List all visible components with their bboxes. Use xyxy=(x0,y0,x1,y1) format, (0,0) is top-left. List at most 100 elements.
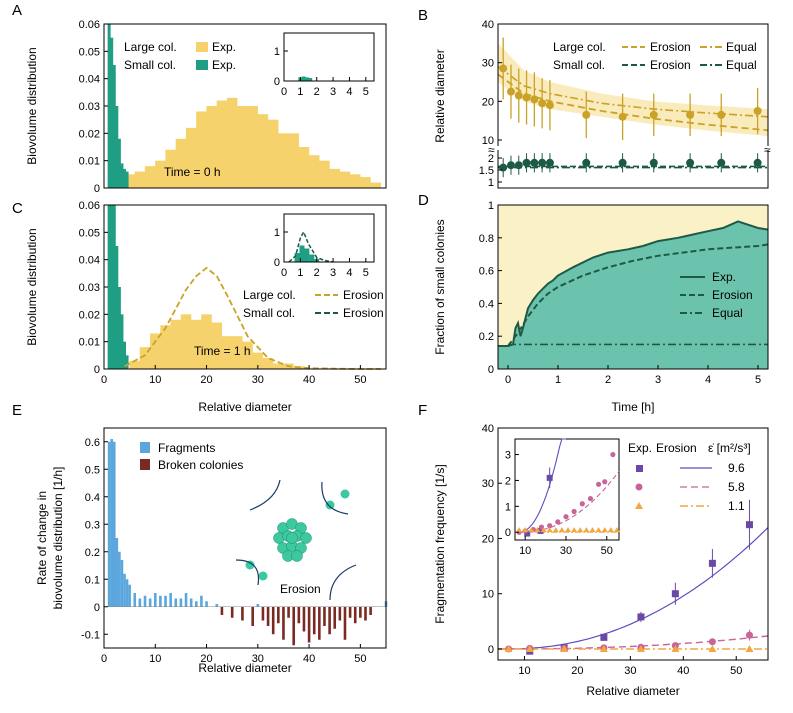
small-point xyxy=(530,158,539,167)
fragment-bar xyxy=(200,595,203,607)
colony-cell xyxy=(291,550,303,562)
panel-b: ≈ ≈10 20 30 40 11.52 Relative diameter Large co… xyxy=(433,19,771,189)
large-point xyxy=(499,64,508,73)
inset-pink-point xyxy=(610,451,616,458)
large-colony-bar xyxy=(196,111,207,188)
d-y-tick-label: 0.6 xyxy=(479,266,494,278)
legend-large-swatch xyxy=(196,42,208,52)
legend-v2: 5.8 xyxy=(728,480,745,494)
large-colony-bar xyxy=(288,133,299,188)
inset-pink-point xyxy=(555,519,561,525)
inset-orange-point xyxy=(613,527,620,533)
b-yb-tick-label: 1.5 xyxy=(479,165,494,177)
f-x-tick-label: 20 xyxy=(571,665,583,677)
inset-pink-point xyxy=(538,524,545,530)
fragment-bar xyxy=(159,595,162,607)
legend-small-label: Small col. xyxy=(243,306,295,320)
legend-small-label: Small col. xyxy=(124,58,176,72)
axis-break-right: ≈ xyxy=(764,143,771,157)
inset-pink-point xyxy=(579,501,585,507)
large-colony-bar xyxy=(267,119,279,188)
e-y-tick-label: 0.5 xyxy=(85,464,100,476)
small-colony-bar xyxy=(110,37,114,188)
small-colony-bar xyxy=(115,106,119,188)
e-ylabel-line2: biovolume distribution [1/h] xyxy=(51,467,65,610)
legend-fragments-swatch xyxy=(140,442,150,453)
e-ylabel-line1: Rate of change in xyxy=(35,491,49,585)
inset-pink-point xyxy=(587,495,594,502)
inset-bar xyxy=(308,78,313,81)
broken-colony-bar xyxy=(302,606,306,632)
legend-exp-label: Exp. xyxy=(628,441,652,455)
legend-erosion-label: Erosion xyxy=(656,441,697,455)
large-point xyxy=(753,107,762,115)
b-y-tick-label: 40 xyxy=(482,19,494,31)
c-x-tick-label: 10 xyxy=(149,374,161,386)
inset-bar xyxy=(304,248,310,262)
time-annotation: Time = 1 h xyxy=(194,344,251,358)
large-colony-bar xyxy=(150,333,161,369)
small-colony-bar xyxy=(117,287,121,369)
panel-c: 0 10 20 30 40 5000.010.020.030.040.050.06Biov… xyxy=(25,200,387,414)
e-x-tick-label: 20 xyxy=(200,653,212,665)
small-colony-bar xyxy=(123,341,127,369)
fragment-bar xyxy=(164,595,167,607)
c-y-tick-label: 0.03 xyxy=(79,282,100,294)
a-inset-x-tick-label: 2 xyxy=(314,86,320,98)
axes-frame xyxy=(103,427,387,649)
broken-colony-bar xyxy=(369,606,372,615)
broken-colony-bar xyxy=(261,606,265,621)
broken-colony-bar xyxy=(323,606,326,626)
fragment-bar xyxy=(153,593,157,607)
flow-arrow xyxy=(321,481,349,515)
e-x-tick-label: 40 xyxy=(303,653,315,665)
small-colony-bar xyxy=(112,205,116,369)
fragment-bar xyxy=(115,538,119,607)
large-point xyxy=(538,99,547,108)
a-inset-y-tick-label: 1 xyxy=(274,46,280,58)
broken-colony-bar xyxy=(307,606,311,643)
inset-bar xyxy=(301,76,306,81)
fragment-bar xyxy=(194,601,198,607)
orange-point xyxy=(636,644,645,652)
e-x-tick-label: 10 xyxy=(149,653,161,665)
small-point xyxy=(753,158,762,167)
a-inset-x-tick-label: 1 xyxy=(297,86,303,98)
inset-erosion-curve xyxy=(288,230,334,263)
fragment-bar xyxy=(205,601,208,607)
d-y-tick-label: 0.4 xyxy=(479,298,494,310)
small-colony-bar xyxy=(110,205,114,369)
fragment-bar xyxy=(138,598,142,607)
fragment-bar xyxy=(143,595,147,607)
e-y-tick-label: 0.1 xyxy=(85,574,100,586)
inset-orange-point xyxy=(577,527,584,533)
fragment-bar xyxy=(148,598,152,607)
c-y-tick-label: 0.05 xyxy=(79,227,100,239)
large-point xyxy=(522,93,531,102)
e-y-tick-label: -0.1 xyxy=(81,629,100,641)
legend-pink-marker xyxy=(635,483,643,491)
b-y-tick-label: 30 xyxy=(482,58,494,70)
broken-colony-bar xyxy=(328,606,331,635)
flow-arrow xyxy=(235,559,260,586)
f-y-tick-label: 10 xyxy=(482,589,494,601)
c-x-tick-label: 30 xyxy=(252,374,264,386)
axis-break-left: ≈ xyxy=(488,143,495,157)
large-colony-bar xyxy=(160,325,171,369)
inset-orange-point xyxy=(571,527,578,533)
broken-colony-bar xyxy=(348,606,352,618)
panel-label-a: A xyxy=(12,2,22,19)
f-inset-y-tick-label: 0 xyxy=(505,527,511,539)
broken-colony-bar xyxy=(359,606,362,618)
small-colony-bar xyxy=(117,138,121,188)
fragment-bar xyxy=(123,573,126,607)
colony-cell xyxy=(286,532,298,544)
eroded-cell xyxy=(325,500,335,510)
f-y-tick-label: 0 xyxy=(488,644,494,656)
fragment-bar xyxy=(169,593,172,607)
c-inset-y-tick-label: 0 xyxy=(274,257,280,269)
inset-pink-point xyxy=(571,508,577,515)
e-x-tick-label: 0 xyxy=(101,653,107,665)
c-inset-x-tick-label: 2 xyxy=(314,267,320,279)
small-colony-bar xyxy=(125,171,129,188)
